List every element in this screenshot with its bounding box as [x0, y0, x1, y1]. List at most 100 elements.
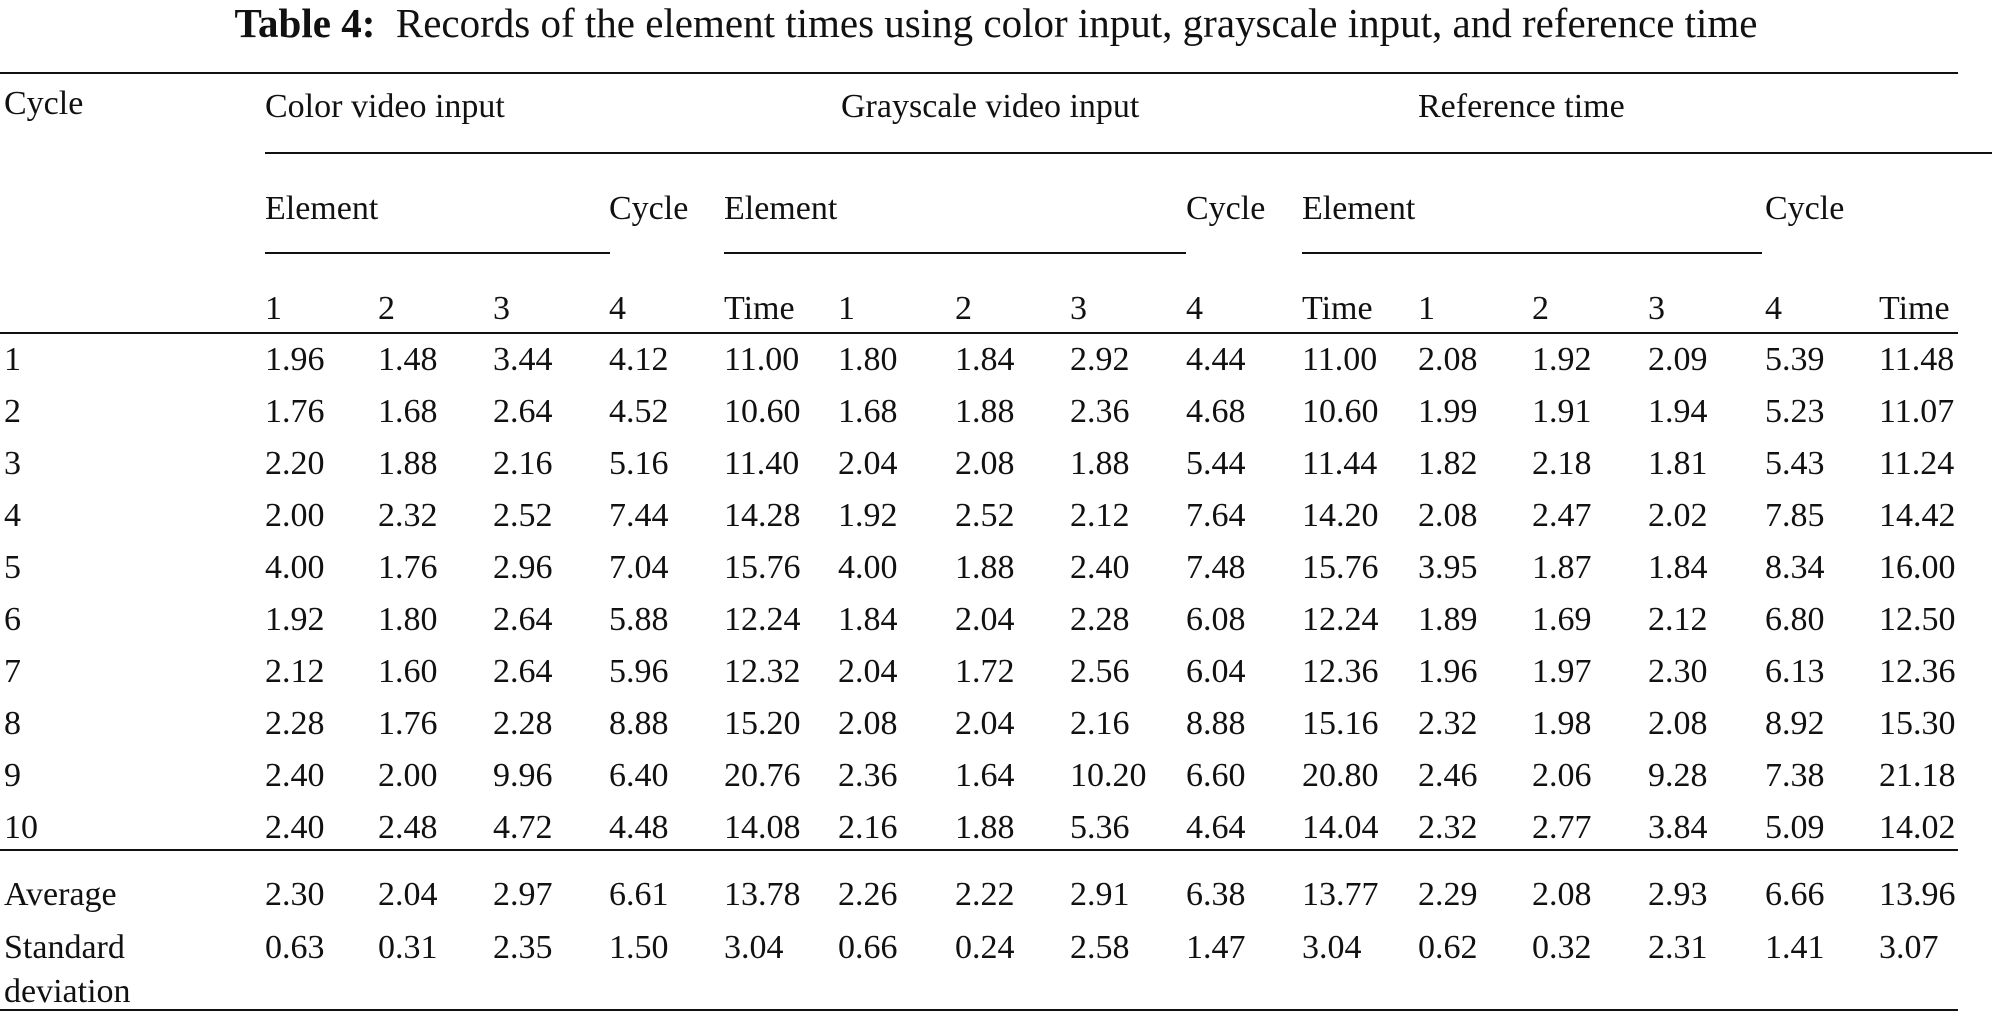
- table-cell: 9.28: [1648, 757, 1708, 794]
- table-cell: 14.42: [1879, 497, 1956, 534]
- table-cell: 5.88: [609, 601, 669, 638]
- column-header: 2: [1532, 290, 1549, 327]
- table-cell: 2.30: [1648, 653, 1708, 690]
- row-label: 9: [4, 757, 21, 794]
- table-cell: 1.88: [1070, 445, 1130, 482]
- table-cell: 2.08: [838, 705, 898, 742]
- table-cell: 1.84: [955, 341, 1015, 378]
- table-cell: 4.00: [838, 549, 898, 586]
- table-cell: 4.44: [1186, 341, 1246, 378]
- table-cell: 10.60: [724, 393, 801, 430]
- group-header-color: Color video input: [265, 88, 505, 125]
- header-bottom-rule: [0, 332, 1958, 334]
- table-cell: 2.16: [1070, 705, 1130, 742]
- table-cell: 1.76: [378, 705, 438, 742]
- cycle-subheader-color: Cycle: [609, 190, 689, 227]
- table-cell: 2.64: [493, 601, 553, 638]
- table-cell: 12.36: [1879, 653, 1956, 690]
- element-rule-color: [265, 252, 610, 254]
- summary-cell: 0.63: [265, 929, 325, 966]
- summary-cell: 2.26: [838, 876, 898, 913]
- summary-cell: 2.04: [378, 876, 438, 913]
- table-cell: 2.64: [493, 653, 553, 690]
- table-cell: 3.84: [1648, 809, 1708, 846]
- table-cell: 2.52: [955, 497, 1015, 534]
- table-cell: 1.80: [378, 601, 438, 638]
- table-cell: 15.20: [724, 705, 801, 742]
- table-cell: 10.20: [1070, 757, 1147, 794]
- table-cell: 12.32: [724, 653, 801, 690]
- table-cell: 15.30: [1879, 705, 1956, 742]
- table-cell: 4.52: [609, 393, 669, 430]
- summary-cell: 6.66: [1765, 876, 1825, 913]
- table-cell: 6.13: [1765, 653, 1825, 690]
- table-cell: 2.12: [1648, 601, 1708, 638]
- row-label: 1: [4, 341, 21, 378]
- element-header-color: Element: [265, 190, 379, 227]
- table-cell: 2.12: [1070, 497, 1130, 534]
- table-cell: 6.08: [1186, 601, 1246, 638]
- table-cell: 1.84: [1648, 549, 1708, 586]
- table-cell: 2.47: [1532, 497, 1592, 534]
- row-label: 10: [4, 809, 38, 846]
- table-caption: Table 4: Records of the element times us…: [0, 0, 1992, 52]
- table-cell: 2.02: [1648, 497, 1708, 534]
- table-cell: 10.60: [1302, 393, 1379, 430]
- table-cell: 14.28: [724, 497, 801, 534]
- summary-cell: 13.77: [1302, 876, 1379, 913]
- column-header: 4: [1186, 290, 1203, 327]
- element-rule-reference: [1302, 252, 1762, 254]
- table-cell: 9.96: [493, 757, 553, 794]
- table-cell: 2.08: [1418, 341, 1478, 378]
- table-cell: 2.40: [265, 757, 325, 794]
- column-header: 3: [1648, 290, 1665, 327]
- row-label: 5: [4, 549, 21, 586]
- summary-cell: 2.22: [955, 876, 1015, 913]
- table-cell: 7.64: [1186, 497, 1246, 534]
- table-cell: 7.48: [1186, 549, 1246, 586]
- summary-cell: 2.08: [1532, 876, 1592, 913]
- table-cell: 2.56: [1070, 653, 1130, 690]
- summary-cell: 13.78: [724, 876, 801, 913]
- table-cell: 11.24: [1879, 445, 1955, 482]
- table-cell: 1.72: [955, 653, 1015, 690]
- summary-cell: 2.91: [1070, 876, 1130, 913]
- table-cell: 2.20: [265, 445, 325, 482]
- table-cell: 2.16: [493, 445, 553, 482]
- table-cell: 2.28: [265, 705, 325, 742]
- row-label: 3: [4, 445, 21, 482]
- summary-cell: 0.31: [378, 929, 438, 966]
- table-cell: 2.40: [1070, 549, 1130, 586]
- table-cell: 8.88: [609, 705, 669, 742]
- table-cell: 1.88: [955, 809, 1015, 846]
- summary-cell: 3.04: [724, 929, 784, 966]
- table-cell: 15.76: [724, 549, 801, 586]
- table-cell: 2.48: [378, 809, 438, 846]
- column-header: 4: [1765, 290, 1782, 327]
- table-cell: 2.32: [1418, 809, 1478, 846]
- table-cell: 2.46: [1418, 757, 1478, 794]
- table-cell: 21.18: [1879, 757, 1956, 794]
- table-cell: 20.76: [724, 757, 801, 794]
- table-cell: 2.77: [1532, 809, 1592, 846]
- column-header: 3: [493, 290, 510, 327]
- table-cell: 1.88: [955, 393, 1015, 430]
- table-cell: 11.07: [1879, 393, 1955, 430]
- summary-label: Standard: [4, 929, 125, 966]
- column-header: 1: [1418, 290, 1435, 327]
- caption-label: Table 4:: [234, 0, 376, 46]
- table-cell: 1.96: [265, 341, 325, 378]
- column-header: Time: [1302, 290, 1373, 327]
- summary-cell: 0.24: [955, 929, 1015, 966]
- table-cell: 5.09: [1765, 809, 1825, 846]
- table-cell: 5.36: [1070, 809, 1130, 846]
- table-cell: 5.43: [1765, 445, 1825, 482]
- group-rule: [265, 152, 1992, 154]
- element-rule-grayscale: [724, 252, 1186, 254]
- row-label: 8: [4, 705, 21, 742]
- table-cell: 2.18: [1532, 445, 1592, 482]
- table-cell: 1.87: [1532, 549, 1592, 586]
- table-cell: 11.44: [1302, 445, 1378, 482]
- table-cell: 1.88: [378, 445, 438, 482]
- table-cell: 12.50: [1879, 601, 1956, 638]
